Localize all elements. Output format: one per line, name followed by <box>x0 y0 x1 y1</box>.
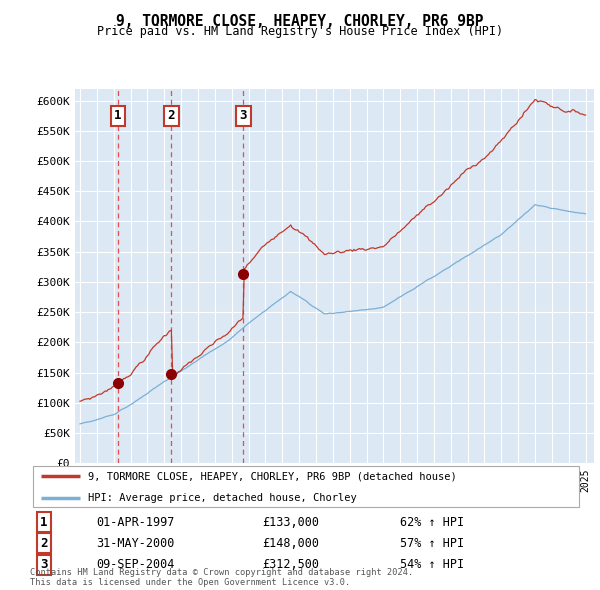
Text: 1: 1 <box>40 516 47 529</box>
Text: 09-SEP-2004: 09-SEP-2004 <box>96 558 175 571</box>
Text: 54% ↑ HPI: 54% ↑ HPI <box>400 558 464 571</box>
Text: 9, TORMORE CLOSE, HEAPEY, CHORLEY, PR6 9BP: 9, TORMORE CLOSE, HEAPEY, CHORLEY, PR6 9… <box>116 14 484 28</box>
Text: 3: 3 <box>239 109 247 122</box>
Text: 1: 1 <box>114 109 122 122</box>
Text: £133,000: £133,000 <box>262 516 319 529</box>
Text: 2: 2 <box>167 109 175 122</box>
Text: 57% ↑ HPI: 57% ↑ HPI <box>400 537 464 550</box>
Text: 2: 2 <box>40 537 47 550</box>
FancyBboxPatch shape <box>33 466 579 507</box>
Text: £148,000: £148,000 <box>262 537 319 550</box>
Text: 3: 3 <box>40 558 47 571</box>
Text: 31-MAY-2000: 31-MAY-2000 <box>96 537 175 550</box>
Text: Contains HM Land Registry data © Crown copyright and database right 2024.
This d: Contains HM Land Registry data © Crown c… <box>30 568 413 587</box>
Text: 62% ↑ HPI: 62% ↑ HPI <box>400 516 464 529</box>
Text: 01-APR-1997: 01-APR-1997 <box>96 516 175 529</box>
Text: HPI: Average price, detached house, Chorley: HPI: Average price, detached house, Chor… <box>88 493 357 503</box>
Text: £312,500: £312,500 <box>262 558 319 571</box>
Text: Price paid vs. HM Land Registry's House Price Index (HPI): Price paid vs. HM Land Registry's House … <box>97 25 503 38</box>
Text: 9, TORMORE CLOSE, HEAPEY, CHORLEY, PR6 9BP (detached house): 9, TORMORE CLOSE, HEAPEY, CHORLEY, PR6 9… <box>88 471 457 481</box>
